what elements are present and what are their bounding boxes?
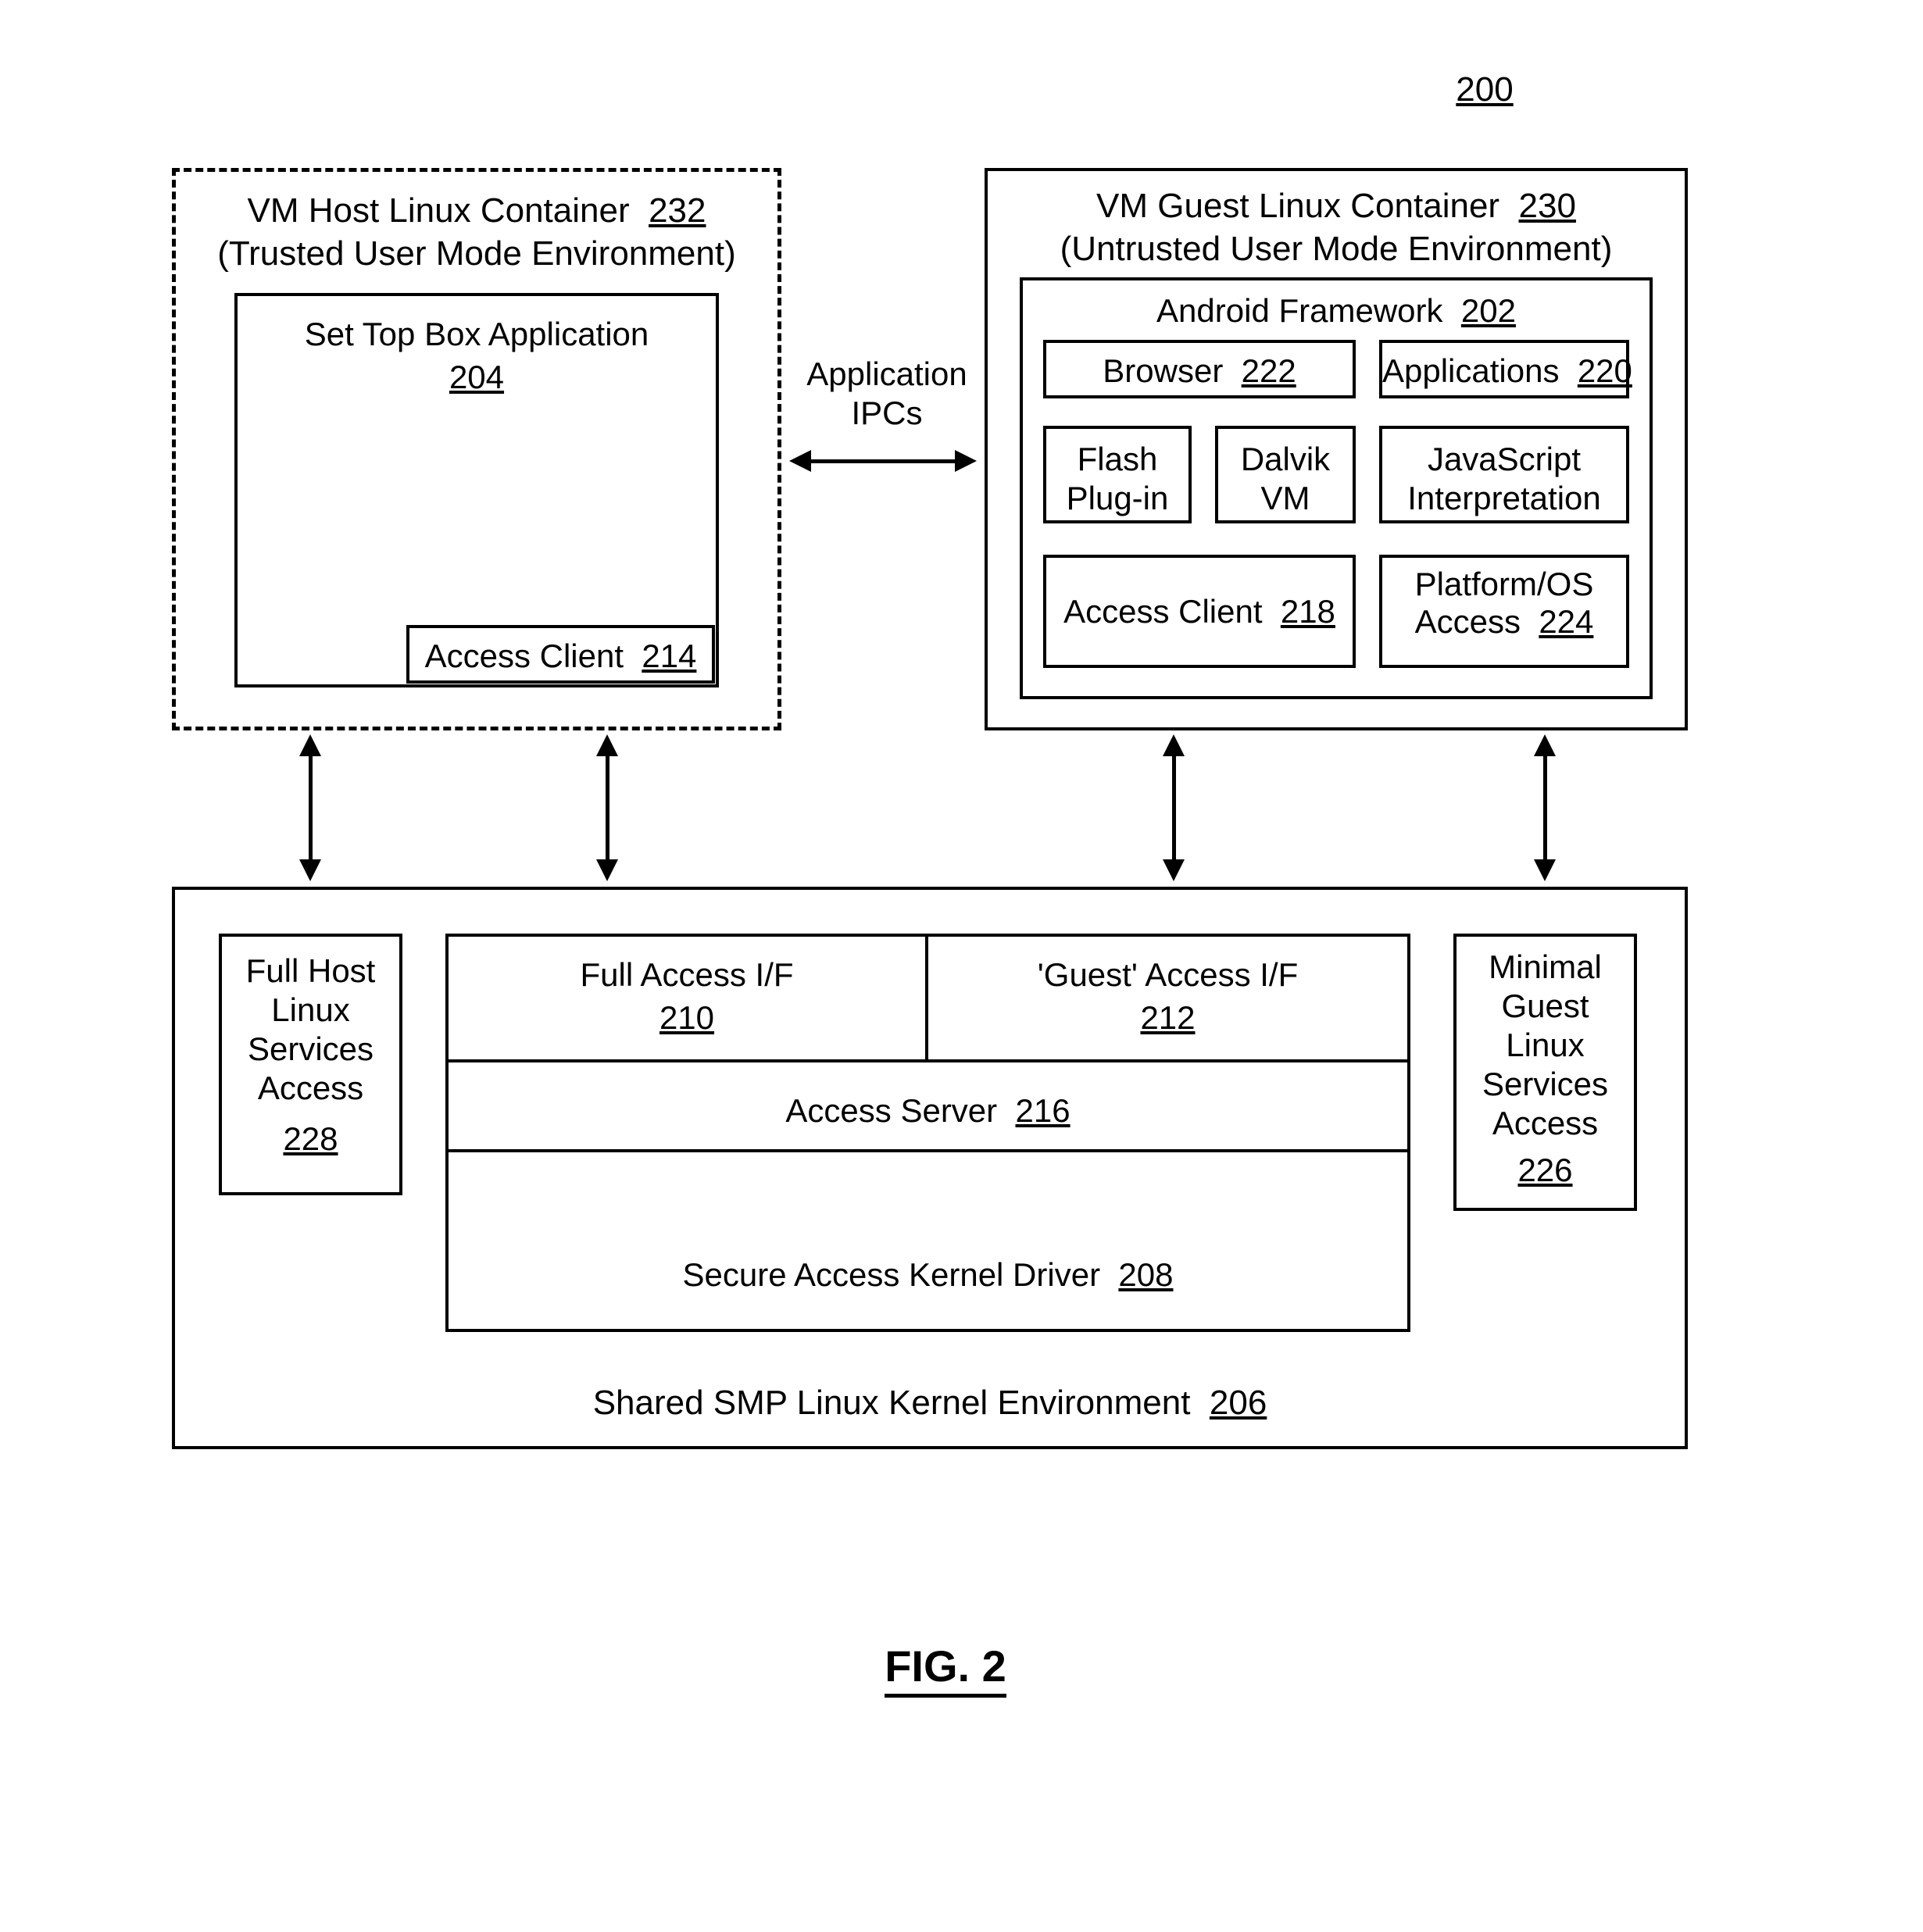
kernel-env-label: Shared SMP Linux Kernel Environment 206 xyxy=(175,1384,1685,1423)
access-client-214-label: Access Client 214 xyxy=(409,637,712,675)
guest-access-if-title: 'Guest' Access I/F xyxy=(928,956,1407,994)
arrow-ipc-right xyxy=(955,450,977,472)
fhl-l2: Linux xyxy=(222,991,399,1029)
platform-os-l2: Access 224 xyxy=(1382,603,1626,641)
dalvik-vm-l1: Dalvik xyxy=(1218,441,1353,478)
set-top-box-title: Set Top Box Application xyxy=(238,316,716,353)
figure-caption-text: FIG. 2 xyxy=(885,1641,1006,1698)
arrow-host-to-228-down xyxy=(299,859,321,881)
full-access-if-210: Full Access I/F 210 xyxy=(445,934,928,1062)
vm-host-title-text: VM Host Linux Container xyxy=(248,191,630,230)
vm-host-title-line2: (Trusted User Mode Environment) xyxy=(176,234,777,273)
browser-222-title: Browser xyxy=(1103,352,1223,389)
arrow-guest-to-212-up xyxy=(1163,734,1185,756)
dalvik-vm-l2: VM xyxy=(1218,480,1353,517)
browser-222: Browser 222 xyxy=(1043,340,1356,398)
fhl-l1: Full Host xyxy=(222,952,399,990)
flash-plugin-l2: Plug-in xyxy=(1046,480,1188,517)
applications-220: Applications 220 xyxy=(1379,340,1629,398)
fhl-ref: 228 xyxy=(222,1120,399,1158)
access-client-218-ref: 218 xyxy=(1281,593,1335,630)
platform-os-access-224: Platform/OS Access 224 xyxy=(1379,555,1629,668)
figure-number: 200 xyxy=(1438,70,1532,109)
arrow-host-to-210-up xyxy=(596,734,618,756)
arrow-ipc-left xyxy=(789,450,811,472)
mgl-l2: Guest xyxy=(1457,987,1634,1025)
arrow-guest-to-226-down xyxy=(1534,859,1556,881)
js-interp-l2: Interpretation xyxy=(1382,480,1626,517)
secure-driver-title: Secure Access Kernel Driver xyxy=(683,1256,1101,1293)
js-interp-l1: JavaScript xyxy=(1382,441,1626,478)
mgl-l3: Linux xyxy=(1457,1027,1634,1064)
vm-guest-title-line1: VM Guest Linux Container 230 xyxy=(988,187,1685,226)
platform-os-ref: 224 xyxy=(1539,603,1593,640)
secure-driver-label: Secure Access Kernel Driver 208 xyxy=(449,1256,1407,1294)
access-server-label: Access Server 216 xyxy=(449,1092,1407,1130)
set-top-box-ref: 204 xyxy=(238,359,716,396)
platform-os-l1: Platform/OS xyxy=(1382,566,1626,603)
secure-driver-ref: 208 xyxy=(1118,1256,1173,1293)
mgl-l1: Minimal xyxy=(1457,948,1634,986)
vm-host-ref: 232 xyxy=(649,191,706,230)
arrow-ipc-line xyxy=(809,459,957,463)
access-client-214-title: Access Client xyxy=(425,637,624,674)
android-framework-ref: 202 xyxy=(1461,292,1516,329)
browser-222-ref: 222 xyxy=(1242,352,1296,389)
android-framework-title: Android Framework xyxy=(1156,292,1442,329)
kernel-env-ref: 206 xyxy=(1210,1384,1267,1422)
diagram-canvas: 200 FIG. 2 VM Host Linux Container 232 (… xyxy=(0,0,1923,1932)
vm-guest-ref: 230 xyxy=(1519,187,1576,225)
vm-guest-title-line2: (Untrusted User Mode Environment) xyxy=(988,230,1685,269)
full-access-if-ref: 210 xyxy=(449,999,925,1037)
arrow-host-to-210-line xyxy=(606,754,609,863)
full-access-if-title: Full Access I/F xyxy=(449,956,925,994)
dalvik-vm: Dalvik VM xyxy=(1215,426,1356,523)
ipc-label-l1: Application xyxy=(793,355,981,393)
minimal-guest-linux-226: Minimal Guest Linux Services Access 226 xyxy=(1453,934,1637,1211)
android-framework-label: Android Framework 202 xyxy=(1023,292,1650,330)
kernel-env-title: Shared SMP Linux Kernel Environment xyxy=(593,1384,1191,1422)
mgl-l4: Services xyxy=(1457,1066,1634,1103)
applications-220-ref: 220 xyxy=(1578,352,1632,389)
arrow-host-to-228-up xyxy=(299,734,321,756)
access-client-218-label: Access Client 218 xyxy=(1046,593,1353,630)
flash-plugin: Flash Plug-in xyxy=(1043,426,1192,523)
access-server-title: Access Server xyxy=(785,1092,997,1129)
access-client-214: Access Client 214 xyxy=(406,625,715,684)
figure-caption: FIG. 2 xyxy=(828,1641,1063,1691)
access-client-218-title: Access Client xyxy=(1063,593,1262,630)
applications-220-label: Applications 220 xyxy=(1382,352,1626,390)
mgl-l5: Access xyxy=(1457,1105,1634,1142)
applications-220-title: Applications xyxy=(1382,352,1559,389)
vm-guest-title-text: VM Guest Linux Container xyxy=(1096,187,1499,225)
mgl-ref: 226 xyxy=(1457,1152,1634,1189)
arrow-guest-to-212-down xyxy=(1163,859,1185,881)
arrow-host-to-210-down xyxy=(596,859,618,881)
access-client-218: Access Client 218 xyxy=(1043,555,1356,668)
fhl-l4: Access xyxy=(222,1070,399,1107)
arrow-guest-to-226-up xyxy=(1534,734,1556,756)
access-server-ref: 216 xyxy=(1016,1092,1071,1129)
browser-222-label: Browser 222 xyxy=(1046,352,1353,390)
arrow-guest-to-226-line xyxy=(1543,754,1547,863)
flash-plugin-l1: Flash xyxy=(1046,441,1188,478)
vm-host-title-line1: VM Host Linux Container 232 xyxy=(176,191,777,230)
ipc-label-l2: IPCs xyxy=(793,395,981,432)
arrow-guest-to-212-line xyxy=(1172,754,1176,863)
guest-access-if-212: 'Guest' Access I/F 212 xyxy=(925,934,1410,1062)
access-client-214-ref: 214 xyxy=(642,637,696,674)
platform-os-l2t: Access xyxy=(1415,603,1521,640)
arrow-host-to-228-line xyxy=(309,754,313,863)
js-interpretation: JavaScript Interpretation xyxy=(1379,426,1629,523)
fhl-l3: Services xyxy=(222,1030,399,1068)
guest-access-if-ref: 212 xyxy=(928,999,1407,1037)
full-host-linux-228: Full Host Linux Services Access 228 xyxy=(219,934,402,1195)
